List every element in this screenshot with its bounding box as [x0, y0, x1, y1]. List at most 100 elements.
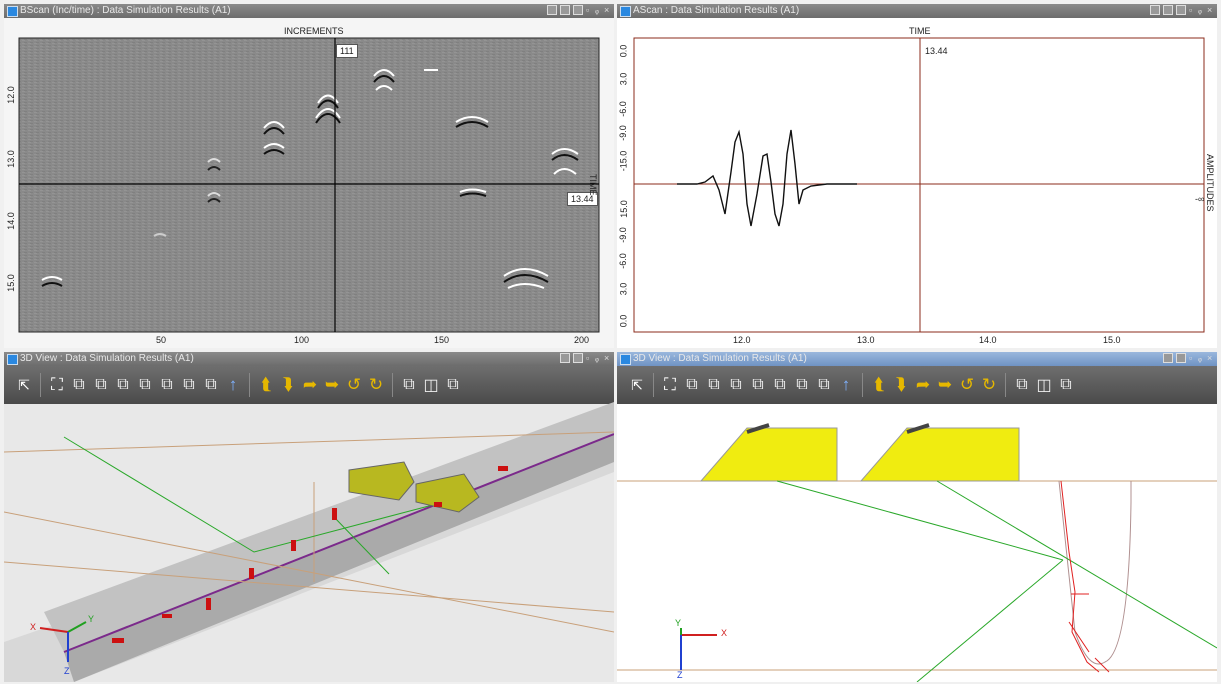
cube-wire-icon[interactable]: ◫ — [1036, 377, 1052, 394]
rotate-up-icon[interactable]: ➦ — [302, 375, 318, 394]
contour-line — [4, 431, 614, 453]
cube-iso-icon[interactable]: ⧉ — [205, 376, 217, 393]
list-icon[interactable] — [1163, 5, 1173, 15]
view3d-left-titlebar[interactable]: 3D View : Data Simulation Results (A1) ▫… — [4, 352, 614, 366]
close-icon[interactable]: × — [604, 353, 610, 363]
rotate-left-icon[interactable]: ⮬ — [873, 375, 885, 394]
cube-back-icon[interactable]: ⧉ — [95, 376, 107, 393]
probe-wedge-2[interactable] — [859, 427, 1020, 482]
cube-front-icon[interactable]: ⧉ — [73, 376, 85, 393]
axis-z-label: Z — [64, 666, 70, 676]
bscan-plot[interactable] — [4, 4, 614, 348]
rotate-right-icon[interactable]: ⮯ — [895, 375, 907, 394]
doc-icon[interactable] — [560, 353, 570, 363]
save-icon[interactable] — [1176, 5, 1186, 15]
probe-1[interactable] — [348, 461, 415, 501]
doc-icon[interactable] — [1163, 353, 1173, 363]
pin-icon[interactable]: ᵩ — [595, 5, 599, 15]
window-icon — [620, 6, 631, 17]
probe-element-2 — [906, 423, 930, 434]
beam-path — [333, 516, 390, 575]
weld-line — [63, 433, 614, 653]
window-buttons: ▫ ᵩ × — [1163, 353, 1213, 365]
bscan-x-tick: 50 — [156, 335, 167, 345]
weld-bar-top — [44, 402, 614, 652]
up-arrow-icon[interactable]: ↑ — [841, 375, 851, 394]
save-icon[interactable] — [573, 5, 583, 15]
bscan-image — [18, 37, 600, 333]
doc-icon[interactable] — [1150, 5, 1160, 15]
redo-rotate-icon[interactable]: ↻ — [981, 375, 997, 394]
rotate-up-icon[interactable]: ➦ — [915, 375, 931, 394]
cube-back-icon[interactable]: ⧉ — [708, 376, 720, 393]
fit-view-icon[interactable]: ⛶ — [51, 375, 63, 394]
cube-top-icon[interactable]: ⧉ — [161, 376, 173, 393]
select-arrow-icon[interactable]: ⇱ — [631, 376, 643, 393]
float-icon[interactable]: ▫ — [586, 353, 590, 363]
cube-left-icon[interactable]: ⧉ — [117, 376, 129, 393]
float-icon[interactable]: ▫ — [586, 5, 590, 15]
rotate-down-icon[interactable]: ➥ — [324, 375, 340, 394]
list-icon[interactable] — [573, 353, 583, 363]
bscan-titlebar[interactable]: BScan (Inc/time) : Data Simulation Resul… — [4, 4, 614, 18]
cube-iso-icon[interactable]: ⧉ — [818, 376, 830, 393]
cube-wire-icon[interactable]: ◫ — [423, 377, 439, 394]
ascan-y-tick: -6.0 — [617, 253, 628, 269]
ascan-y-tick: 3.0 — [618, 72, 629, 86]
ascan-y-tick: 0.0 — [618, 314, 629, 328]
contour-line — [4, 511, 614, 633]
cube-shaded-icon[interactable]: ⧉ — [1060, 376, 1072, 393]
ascan-x-tick: 14.0 — [979, 335, 997, 345]
fit-view-icon[interactable]: ⛶ — [664, 375, 676, 394]
cube-solid-icon[interactable]: ⧉ — [1016, 376, 1028, 393]
ascan-y-tick: -9.0 — [617, 125, 628, 141]
rotate-down-icon[interactable]: ➥ — [937, 375, 953, 394]
view3d-left-toolbar: ⇱ ⛶ ⧉ ⧉ ⧉ ⧉ ⧉ ⧉ ⧉ ↑ ⮬ ⮯ ➦ ➥ ↺ ↻ ⧉ ◫ ⧉ — [4, 366, 614, 404]
list-icon[interactable] — [560, 5, 570, 15]
cube-shaded-icon[interactable]: ⧉ — [447, 376, 459, 393]
probe-wedge-1[interactable] — [699, 427, 838, 482]
view3d-left-scene[interactable] — [4, 352, 614, 682]
axis-x-label: X — [30, 622, 37, 632]
close-icon[interactable]: × — [1207, 5, 1213, 15]
defect-marks — [1060, 480, 1110, 673]
close-icon[interactable]: × — [604, 5, 610, 15]
pin-icon[interactable]: ᵩ — [1198, 5, 1202, 15]
doc-icon[interactable] — [547, 5, 557, 15]
cube-left-icon[interactable]: ⧉ — [730, 376, 742, 393]
bscan-cursor-x-value: 111 — [336, 44, 358, 58]
float-icon[interactable]: ▫ — [1189, 353, 1193, 363]
bscan-top-label: INCREMENTS — [284, 26, 344, 36]
cube-bottom-icon[interactable]: ⧉ — [183, 376, 195, 393]
ascan-x-tick: 15.0 — [1103, 335, 1121, 345]
select-arrow-icon[interactable]: ⇱ — [18, 376, 30, 393]
undo-rotate-icon[interactable]: ↺ — [959, 375, 975, 394]
cube-right-icon[interactable]: ⧉ — [752, 376, 764, 393]
view3d-right-scene[interactable] — [617, 352, 1217, 682]
rotate-left-icon[interactable]: ⮬ — [260, 375, 272, 394]
cube-right-icon[interactable]: ⧉ — [139, 376, 151, 393]
close-icon[interactable]: × — [1207, 353, 1213, 363]
float-icon[interactable]: ▫ — [1189, 5, 1193, 15]
cube-bottom-icon[interactable]: ⧉ — [796, 376, 808, 393]
redo-rotate-icon[interactable]: ↻ — [368, 375, 384, 394]
up-arrow-icon[interactable]: ↑ — [228, 375, 238, 394]
rotate-right-icon[interactable]: ⮯ — [282, 375, 294, 394]
undo-rotate-icon[interactable]: ↺ — [346, 375, 362, 394]
ascan-x-tick: 12.0 — [733, 335, 751, 345]
bscan-cursor-y-value: 13.44 — [567, 192, 598, 206]
cube-solid-icon[interactable]: ⧉ — [403, 376, 415, 393]
pin-icon[interactable]: ᵩ — [595, 353, 599, 363]
cube-top-icon[interactable]: ⧉ — [774, 376, 786, 393]
pin-icon[interactable]: ᵩ — [1198, 353, 1202, 363]
list-icon[interactable] — [1176, 353, 1186, 363]
window-buttons: ▫ ᵩ × — [560, 353, 610, 365]
cube-front-icon[interactable]: ⧉ — [686, 376, 698, 393]
ascan-titlebar[interactable]: AScan : Data Simulation Results (A1) ▫ ᵩ… — [617, 4, 1217, 18]
probe-2[interactable] — [415, 473, 480, 513]
view3d-right-titlebar[interactable]: 3D View : Data Simulation Results (A1) ▫… — [617, 352, 1217, 366]
bscan-x-tick: 100 — [294, 335, 310, 345]
view3d-left-panel: 3D View : Data Simulation Results (A1) ▫… — [4, 352, 614, 682]
ascan-side-value: -∞ — [1195, 194, 1205, 204]
ascan-plot[interactable] — [617, 4, 1217, 348]
